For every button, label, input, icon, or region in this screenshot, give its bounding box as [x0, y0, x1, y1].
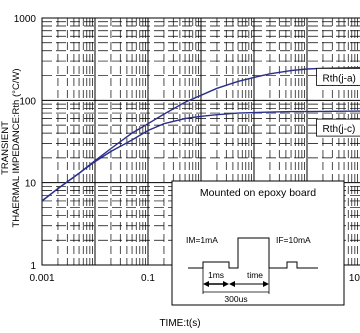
inset-title: Mounted on epoxy board [200, 187, 316, 199]
x-axis-title: TIME:t(s) [159, 318, 200, 329]
x-tick-label: 1000 [349, 273, 360, 284]
time-arrowhead-right [263, 281, 269, 287]
inset-pulse-diagram: Mounted on epoxy board IM=1mA IF=10mA 1m… [171, 180, 345, 306]
y-tick-label: 10 [25, 179, 37, 190]
series-line-rth-j-a [42, 66, 360, 202]
pulse-waveform [188, 237, 318, 269]
series-layer [42, 66, 360, 202]
series-label-rth-j-a: Rth(j-a) [316, 67, 360, 86]
y-tick-label: 100 [19, 96, 36, 107]
series-label-layer: Rth(j-a) Rth(j-c) [316, 67, 360, 137]
series-label-box [316, 118, 360, 137]
time-label: time [247, 270, 263, 280]
series-line-rth-j-c [42, 110, 360, 202]
pulse-width-arrowhead-right [223, 281, 229, 287]
y-tick-label: 1 [30, 261, 36, 272]
time-arrowhead-left [229, 281, 235, 287]
series-label-text: Rth(j-c) [323, 124, 356, 135]
y-axis-title-line1: TRANSIENT [0, 121, 11, 175]
period-label: 300us [224, 294, 247, 304]
x-tick-label: 0.1 [141, 273, 155, 284]
y-tick-label: 1000 [14, 14, 37, 25]
series-label-rth-j-c: Rth(j-c) [316, 118, 360, 137]
pulse-width-arrowhead-left [203, 281, 209, 287]
if-label: IF=10mA [276, 235, 311, 245]
pulse-width-label: 1ms [208, 270, 224, 280]
y-axis-title-line2: THAERMAL IMPEDANCE:Rth (°C/W) [11, 68, 22, 227]
series-label-text: Rth(j-a) [323, 73, 356, 84]
series-label-box [316, 67, 360, 86]
x-tick-label: 0.001 [29, 273, 54, 284]
im-label: IM=1mA [186, 235, 218, 245]
